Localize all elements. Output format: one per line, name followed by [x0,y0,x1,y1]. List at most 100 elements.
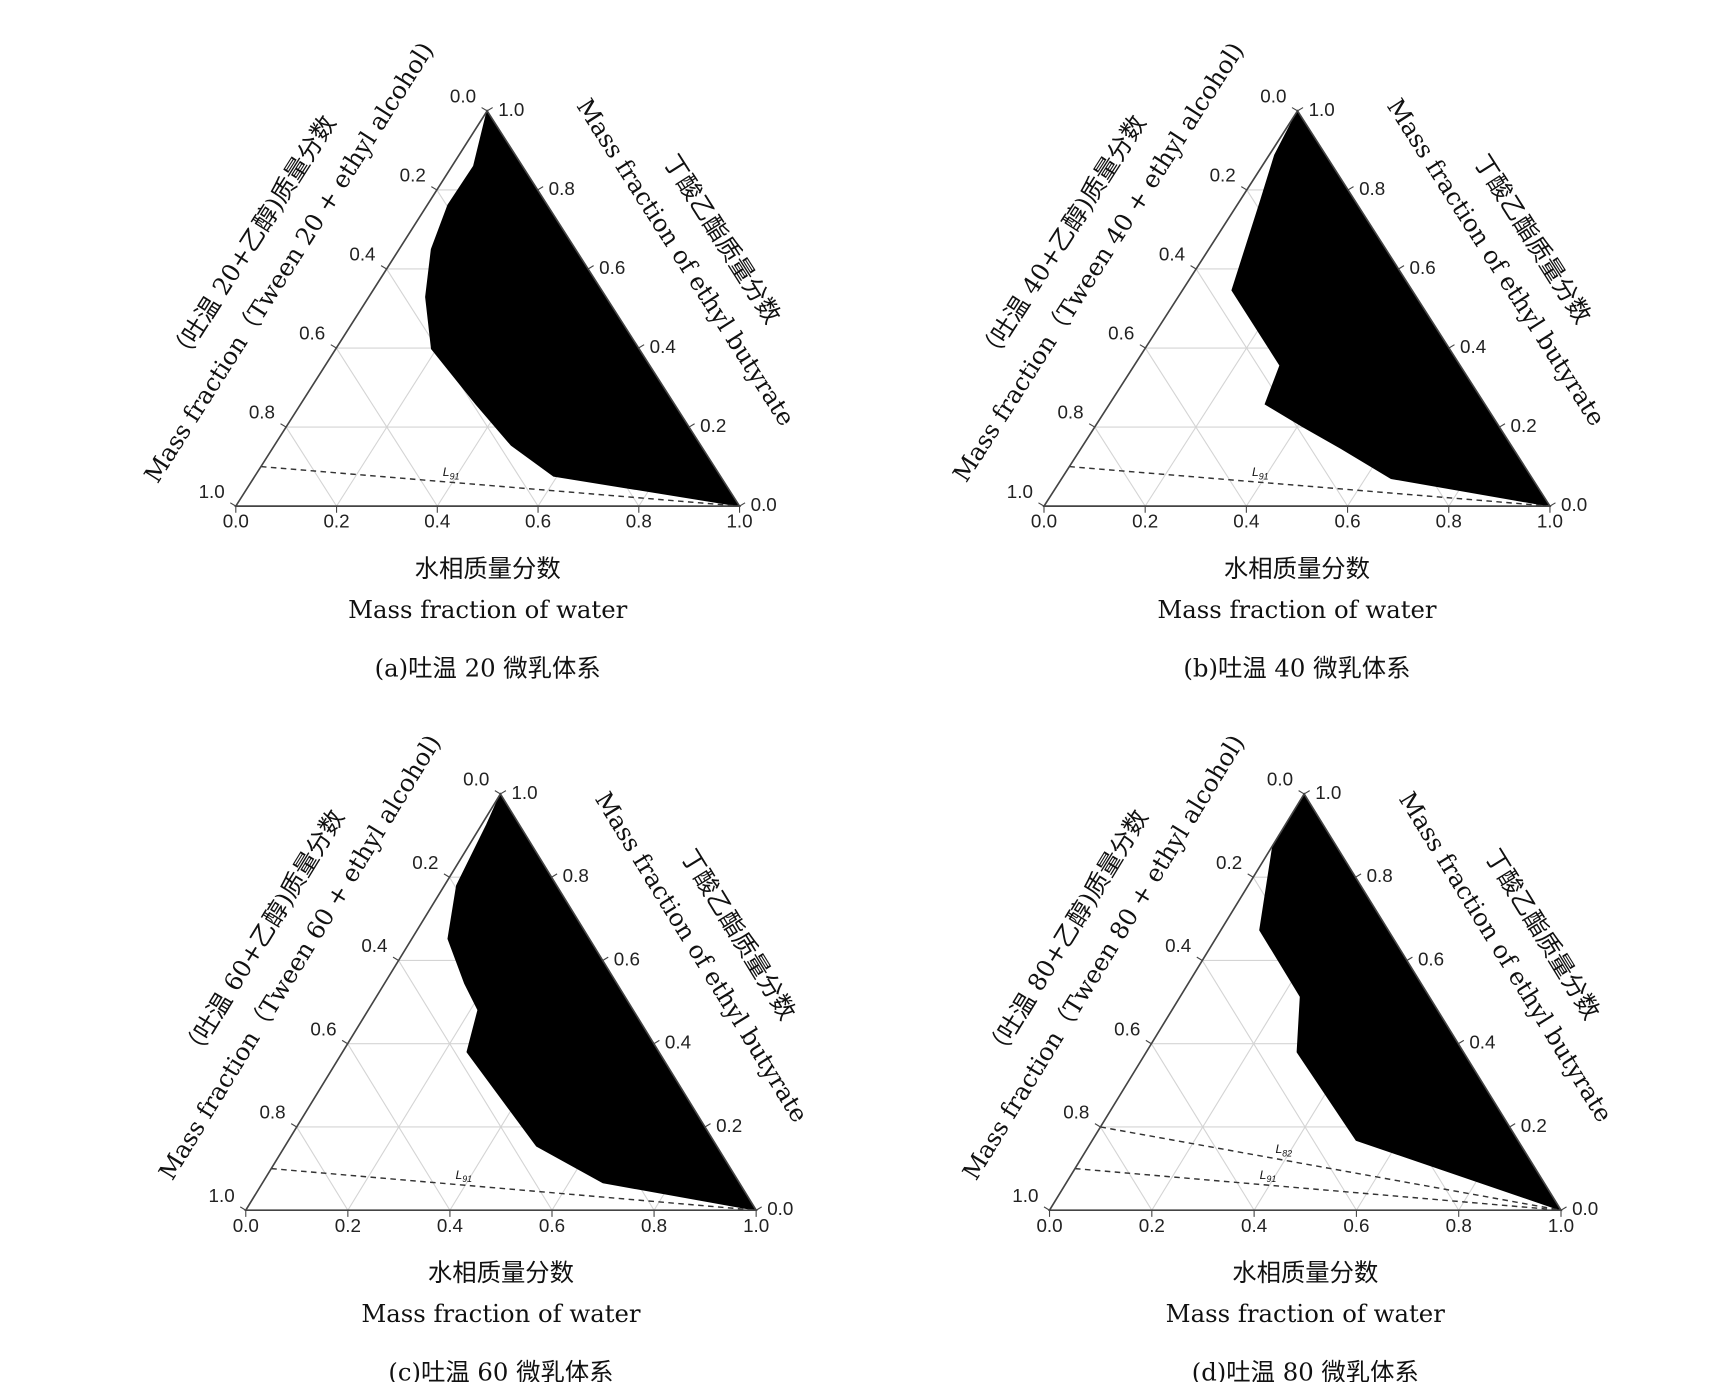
left-tick-label: 0.2 [412,852,438,873]
tick-mark [739,502,746,507]
dilution-label: L91 [456,1168,473,1184]
tick-mark [1043,1206,1050,1211]
tick-mark [1303,790,1310,795]
tick-mark [602,956,609,961]
left-tick-label: 0.2 [1216,852,1242,873]
dilution-sub: 91 [462,1174,472,1184]
left-tick-label: 0.8 [259,1102,285,1123]
dilution-label: L91 [1260,1168,1277,1184]
tick-mark [1240,186,1248,191]
bottom-axis-title-en: Mass fraction of water [361,1299,641,1328]
tick-mark [1347,186,1354,191]
tick-mark [1398,265,1405,270]
dilution-name: L [1275,1142,1282,1156]
tick-mark [1291,107,1298,112]
caption: (b)吐温 40 微乳体系 [1183,653,1410,682]
bottom-tick-label: 0.0 [1031,511,1057,532]
triangle-frame [234,109,742,507]
dilution-line [1074,1167,1562,1211]
bottom-tick-label: 0.2 [323,511,349,532]
grid-line [398,960,553,1211]
tick-mark [290,1123,297,1128]
tick-mark [229,502,237,507]
tick-mark [537,186,544,191]
tick-mark [1094,1123,1101,1128]
tick-mark [1247,873,1254,878]
bottom-axis-title: 水相质量分数 [1232,1258,1378,1287]
left-tick-label: 0.8 [249,402,275,423]
tick-mark [443,873,450,878]
right-tick-label: 1.0 [1315,782,1341,803]
left-tick-label: 0.6 [310,1018,336,1039]
tick-mark [1298,790,1305,795]
tick-mark [1499,423,1506,428]
bottom-tick-label: 1.0 [743,1215,769,1236]
tick-mark [1549,502,1556,507]
bottom-tick-label: 0.6 [539,1215,565,1236]
right-tick-label: 0.8 [1367,865,1393,886]
bottom-tick-label: 0.4 [424,511,450,532]
left-tick-label: 0.2 [400,165,426,186]
right-tick-label: 1.0 [511,782,537,803]
tick-mark [1145,1039,1152,1045]
dilution-sub: 82 [1282,1148,1292,1158]
right-tick-label: 0.0 [751,494,777,515]
tick-mark [1448,344,1455,349]
left-tick-label: 0.0 [1260,86,1286,107]
dilution-sub: 91 [1266,1174,1276,1184]
bottom-tick-label: 0.0 [223,511,249,532]
bottom-tick-label: 0.4 [1233,511,1259,532]
right-tick-label: 0.4 [1460,336,1486,357]
left-tick-label: 0.4 [1165,935,1191,956]
tick-mark [239,1206,247,1211]
bottom-tick-label: 0.2 [1139,1215,1165,1236]
dilution-label: L82 [1275,1142,1292,1158]
bottom-tick-label: 0.8 [641,1215,667,1236]
phase-region [1259,792,1563,1212]
tick-mark [551,873,558,878]
right-tick-label: 0.4 [1469,1032,1495,1053]
tick-mark [1406,956,1413,961]
left-tick-label: 0.0 [1267,769,1293,790]
bottom-tick-label: 0.4 [1241,1215,1267,1236]
right-tick-label: 0.4 [650,336,676,357]
left-axis-title-en: Mass fraction（Tween 40 + ethyl alcohol) [947,37,1250,487]
caption: (a)吐温 20 微乳体系 [375,653,601,682]
left-tick-label: 1.0 [1012,1185,1038,1206]
bottom-tick-label: 1.0 [1537,511,1563,532]
left-tick-label: 0.6 [299,323,325,344]
dilution-sub: 91 [450,471,460,481]
dilution-line [1100,1126,1562,1211]
left-tick-label: 0.2 [1210,165,1236,186]
phase-region [447,792,758,1211]
grid-line [296,1126,349,1211]
bottom-tick-label: 0.6 [1334,511,1360,532]
bottom-tick-label: 0.0 [233,1215,259,1236]
tick-mark [638,344,645,349]
dilution-line [271,1167,757,1211]
bottom-tick-label: 0.8 [1446,1215,1472,1236]
bottom-tick-label: 0.6 [1343,1215,1369,1236]
phase-region [425,109,741,507]
left-tick-label: 0.6 [1114,1018,1140,1039]
dilution-name: L [1252,465,1259,479]
tick-mark [1457,1039,1465,1045]
tick-mark [330,344,337,349]
right-tick-label: 0.8 [563,865,589,886]
left-tick-label: 0.0 [463,769,489,790]
tick-mark [1190,265,1197,270]
right-tick-label: 0.8 [549,178,575,199]
right-tick-label: 0.0 [767,1198,793,1219]
left-axis-title-en: Mass fraction（Tween 20 + ethyl alcohol) [138,37,439,488]
right-tick-label: 0.6 [614,948,640,969]
tick-mark [1560,1206,1567,1211]
left-tick-label: 0.8 [1063,1102,1089,1123]
dilution-sub: 91 [1259,471,1269,481]
tick-mark [494,790,501,795]
right-tick-label: 0.4 [665,1032,691,1053]
bottom-axis-title: 水相质量分数 [428,1258,574,1287]
grid-line [1099,1126,1153,1211]
right-tick-label: 0.6 [1418,948,1444,969]
left-axis-title-en: Mass fraction（Tween 60 + ethyl alcohol) [153,730,447,1185]
